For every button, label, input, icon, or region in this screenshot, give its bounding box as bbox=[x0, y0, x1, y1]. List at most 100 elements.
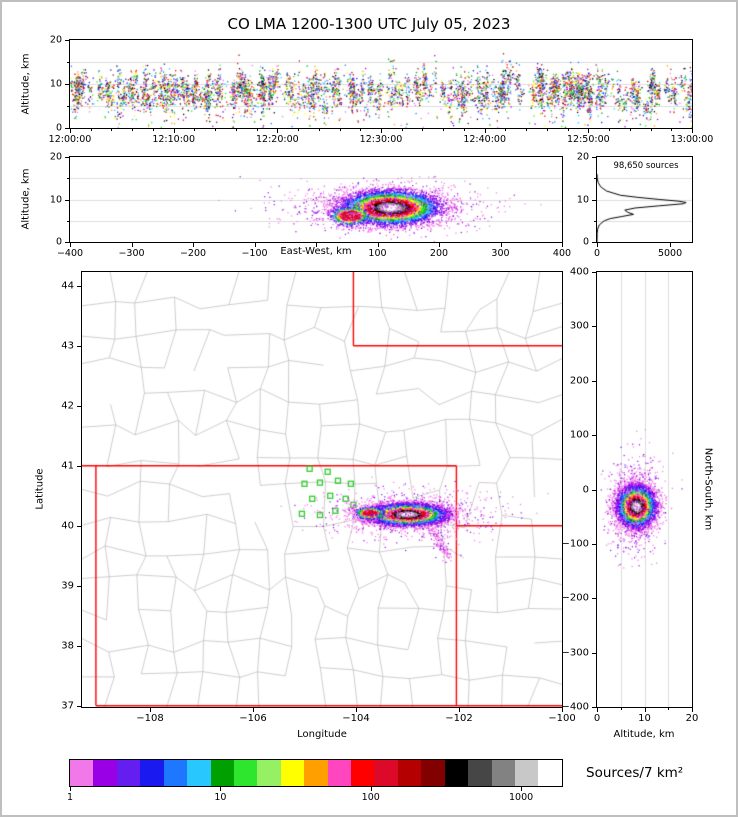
tick-mark bbox=[546, 129, 548, 131]
tick-mark bbox=[67, 178, 69, 180]
tick-label: −400 bbox=[561, 701, 589, 713]
tick-mark bbox=[256, 129, 258, 131]
tick-mark bbox=[77, 345, 81, 347]
map-y-axis-label: Latitude bbox=[34, 468, 46, 510]
time-panel-y-axis-label: Altitude, km bbox=[20, 53, 32, 115]
tick-mark bbox=[592, 242, 596, 243]
tick-mark bbox=[77, 465, 81, 467]
colorbar-segment bbox=[163, 760, 188, 786]
tick-label: 200 bbox=[429, 248, 449, 259]
tick-label: −400 bbox=[56, 248, 84, 259]
tick-mark bbox=[562, 243, 563, 247]
tick-mark bbox=[592, 435, 596, 437]
colorbar-segment bbox=[233, 760, 258, 786]
colorbar-segment bbox=[116, 760, 141, 786]
ns-panel-y-axis-label: North-South, km bbox=[702, 447, 714, 531]
tick-label: 0 bbox=[55, 236, 62, 248]
tick-mark bbox=[77, 405, 81, 407]
tick-mark bbox=[90, 129, 92, 131]
colorbar-segment bbox=[515, 760, 539, 786]
tick-mark bbox=[592, 652, 596, 654]
tick-mark bbox=[592, 489, 596, 491]
tick-label: 42 bbox=[61, 400, 74, 412]
tick-mark bbox=[401, 129, 403, 131]
tick-label: 40 bbox=[61, 520, 74, 532]
tick-label: 10 bbox=[638, 713, 651, 724]
tick-label: 400 bbox=[569, 266, 589, 278]
map-x-axis-label: Longitude bbox=[297, 729, 347, 740]
tick-mark bbox=[149, 708, 151, 712]
tick-mark bbox=[65, 157, 69, 158]
tick-label: 1000 bbox=[509, 792, 534, 803]
tick-label: 12:50:00 bbox=[566, 134, 610, 145]
tick-mark bbox=[235, 129, 237, 131]
colorbar-segment bbox=[304, 760, 328, 786]
tick-mark bbox=[588, 129, 590, 133]
tick-mark bbox=[594, 220, 596, 222]
colorbar-segment bbox=[444, 760, 469, 786]
colorbar-segment bbox=[93, 760, 117, 786]
tick-mark bbox=[194, 129, 196, 131]
tick-mark bbox=[592, 199, 596, 201]
tick-label: 0 bbox=[582, 236, 589, 248]
tick-mark bbox=[597, 243, 598, 247]
tick-label: 41 bbox=[61, 460, 74, 472]
tick-label: 0 bbox=[582, 484, 589, 495]
tick-label: −300 bbox=[561, 647, 589, 659]
source-count-annotation: 98,650 sources bbox=[613, 161, 679, 171]
tick-label: 12:20:00 bbox=[255, 134, 299, 145]
tick-label: −200 bbox=[179, 248, 207, 259]
tick-mark bbox=[77, 705, 81, 707]
tick-label: 0 bbox=[593, 248, 601, 259]
tick-mark bbox=[252, 708, 254, 712]
tick-label: 0 bbox=[593, 713, 601, 724]
tick-mark bbox=[65, 199, 69, 201]
tick-mark bbox=[439, 243, 440, 247]
tick-mark bbox=[339, 129, 341, 131]
ns-altitude-canvas bbox=[597, 272, 692, 707]
tick-mark bbox=[521, 787, 523, 791]
colorbar-segment bbox=[257, 760, 281, 786]
tick-label: −108 bbox=[136, 713, 164, 724]
colorbar-segment bbox=[187, 760, 211, 786]
tick-mark bbox=[443, 129, 445, 131]
tick-mark bbox=[65, 242, 69, 243]
tick-label: 10 bbox=[214, 792, 227, 803]
tick-mark bbox=[597, 708, 598, 712]
colorbar-segment bbox=[140, 760, 164, 786]
tick-mark bbox=[65, 84, 69, 85]
tick-mark bbox=[422, 129, 424, 131]
tick-mark bbox=[370, 787, 372, 791]
tick-mark bbox=[111, 129, 113, 131]
tick-mark bbox=[132, 129, 134, 131]
tick-label: 39 bbox=[61, 580, 74, 592]
tick-mark bbox=[77, 285, 81, 287]
ew-panel-y-axis-label: Altitude, km bbox=[20, 168, 32, 230]
tick-mark bbox=[298, 129, 300, 131]
tick-mark bbox=[562, 708, 563, 712]
tick-label: 12:10:00 bbox=[152, 134, 195, 145]
tick-label: 12:00:00 bbox=[48, 134, 92, 145]
tick-mark bbox=[668, 708, 670, 710]
tick-label: −200 bbox=[561, 592, 589, 604]
tick-mark bbox=[70, 129, 71, 133]
tick-label: 100 bbox=[569, 429, 589, 441]
tick-label: 20 bbox=[685, 713, 699, 724]
tick-label: −300 bbox=[118, 248, 145, 259]
tick-mark bbox=[70, 243, 71, 247]
tick-label: 10 bbox=[49, 78, 62, 90]
colorbar-label: Sources/7 km² bbox=[586, 765, 684, 781]
tick-mark bbox=[360, 129, 362, 131]
tick-mark bbox=[381, 129, 382, 133]
tick-mark bbox=[65, 40, 69, 41]
tick-mark bbox=[670, 243, 672, 247]
tick-mark bbox=[629, 129, 631, 131]
tick-mark bbox=[458, 708, 460, 712]
tick-mark bbox=[131, 243, 133, 247]
tick-mark bbox=[152, 129, 154, 131]
tick-label: 10 bbox=[576, 194, 589, 205]
altitude-histogram-panel bbox=[596, 156, 693, 243]
tick-label: −100 bbox=[561, 538, 589, 550]
tick-label: 300 bbox=[491, 248, 510, 259]
